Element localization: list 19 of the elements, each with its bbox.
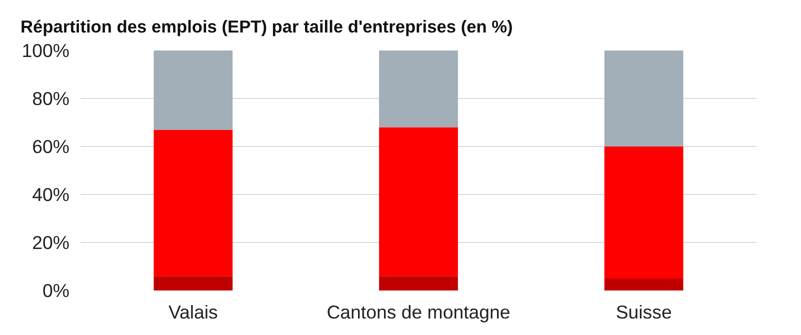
x-tick-label: Valais: [168, 302, 218, 322]
x-tick-label: Cantons de montagne: [326, 302, 510, 322]
y-tick-label: 80%: [32, 88, 70, 109]
y-tick-label: 100%: [22, 40, 70, 61]
bar: [604, 50, 684, 146]
y-tick-label: 40%: [32, 184, 70, 205]
bar: [379, 50, 458, 128]
y-tick-label: 20%: [32, 232, 70, 253]
bar: [379, 276, 458, 290]
bar: [154, 130, 233, 276]
y-tick-label: 60%: [32, 136, 70, 157]
bar: [604, 278, 684, 290]
y-tick-label: 0%: [42, 280, 70, 301]
x-tick-label: Suisse: [616, 302, 672, 322]
bar: [154, 276, 233, 290]
chart-title: Répartition des emplois (EPT) par taille d'entreprises (en %): [20, 16, 513, 36]
bar: [379, 127, 458, 276]
bar: [604, 146, 684, 278]
bar: [154, 50, 233, 130]
